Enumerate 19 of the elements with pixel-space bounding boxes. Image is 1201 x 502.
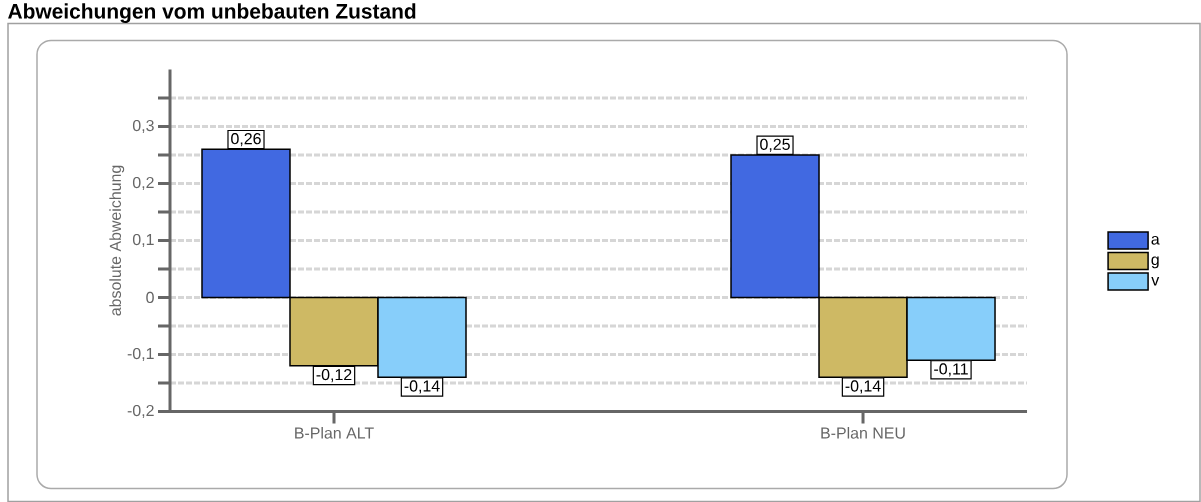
data-label: 0,26 [231,132,261,146]
x-tick-label: B-Plan NEU [821,426,905,439]
y-tick-label: 0 [146,291,154,303]
y-tick-label: -0,1 [127,347,154,361]
legend-label: g [1151,256,1159,269]
data-label: 0,25 [760,138,790,152]
legend-label: a [1151,235,1160,245]
y-tick-label: 0,3 [132,119,154,133]
y-tick-label: -0,2 [127,404,154,418]
data-label: -0,12 [316,368,352,382]
data-label: -0,14 [845,380,881,394]
data-label: -0,14 [404,380,440,394]
data-label: -0,11 [934,363,968,377]
legend-label: v [1151,276,1160,286]
y-tick-label: 0,1 [132,233,154,247]
x-tick-label: B-Plan ALT [295,426,374,439]
chart-title: Abweichungen vom unbebauten Zustand [8,3,416,23]
y-axis-title: absolute Abweichung [109,165,125,316]
y-tick-label: 0,2 [132,176,154,190]
